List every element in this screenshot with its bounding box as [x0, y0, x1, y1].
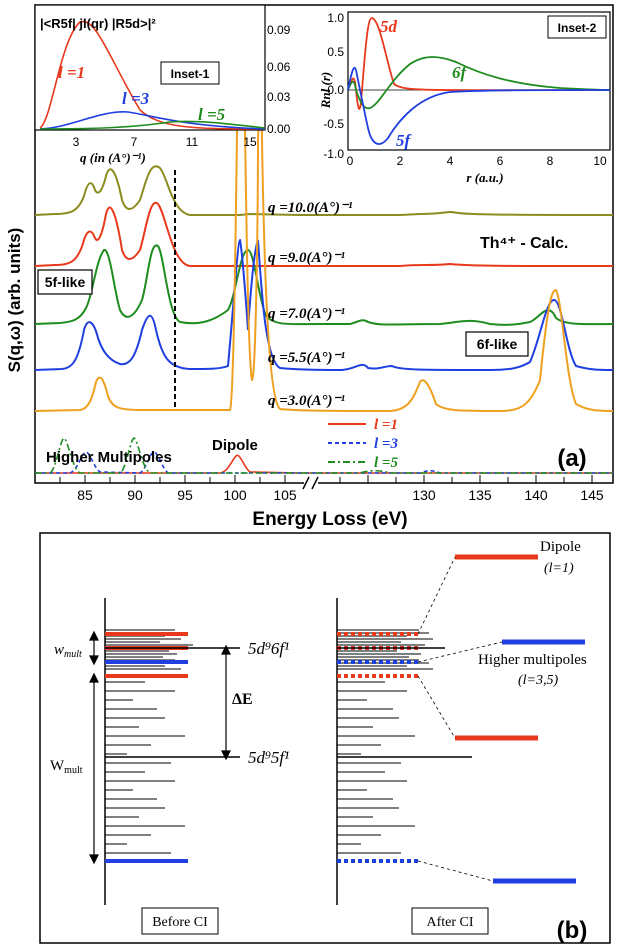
- legend-label: l =5: [374, 455, 398, 471]
- panel-a-frame: [34, 4, 614, 484]
- panel-b: wmult Wmult 5d⁹6f¹ 5d⁹5f¹ ΔE Dipole (l=1…: [39, 532, 611, 944]
- curve-q9: [34, 201, 614, 267]
- dipole-l-label: (l=1): [544, 561, 574, 576]
- inset2-x-tick: 10: [593, 154, 607, 168]
- curve-label-q10: q =10.0(A°)⁻¹: [268, 200, 352, 216]
- multipole-components: [35, 437, 613, 474]
- inset1-label-l3: l =3: [122, 89, 150, 108]
- curve-q10: [34, 165, 614, 216]
- curve-label-q9: q =9.0(A°)⁻¹: [268, 250, 345, 266]
- inset1-x-label: q (in (A°)⁻¹): [80, 150, 146, 165]
- curve-label-q7: q =7.0(A°)⁻¹: [268, 306, 345, 322]
- higher-l-label: (l=3,5): [518, 673, 558, 688]
- x-tick-label: 130: [412, 487, 436, 503]
- curve-label-q3: q =3.0(A°)⁻¹: [268, 393, 345, 409]
- inset-1: |<R5f| jl(qr) |R5d>|² Inset-1 l =1 l =3 …: [34, 4, 291, 165]
- inset1-x-tick: 3: [73, 135, 80, 149]
- panel-b-frame: [39, 532, 611, 944]
- after-ci-levels: [337, 629, 433, 854]
- inset2-y-label: Rnl (r): [318, 72, 333, 109]
- inset2-y-tick: 0.0: [327, 83, 344, 97]
- higher-multipoles-label: Higher Multipoles: [46, 449, 172, 466]
- inset2-x-tick: 0: [347, 154, 354, 168]
- legend-label: l =3: [374, 436, 398, 452]
- legend: l =1 l =3 l =5: [328, 417, 398, 471]
- inset1-curve-l1: [39, 20, 266, 130]
- panel-a-label: (a): [557, 445, 586, 472]
- inset1-x-tick: 7: [131, 135, 138, 149]
- config-6f-label: 5d⁹6f¹: [248, 639, 289, 658]
- x-tick-label: 100: [223, 487, 247, 503]
- x-axis-label: Energy Loss (eV): [252, 509, 407, 530]
- inset2-tag: Inset-2: [558, 21, 597, 35]
- inset1-curve-l3: [39, 111, 266, 130]
- inset1-y-tick: 0.09: [267, 23, 291, 37]
- inset2-y-tick: -1.0: [323, 147, 344, 161]
- inset2-curve-6f: [347, 56, 611, 110]
- y-axis-label: S(q,ω) (arb. units): [5, 228, 24, 373]
- x-tick-label: 145: [580, 487, 604, 503]
- inset1-tag: Inset-1: [171, 67, 210, 81]
- x-tick-label: 90: [127, 487, 143, 503]
- panel-b-label: (b): [557, 917, 588, 944]
- inset1-y-tick: 0.06: [267, 60, 291, 74]
- dipole-component: [35, 454, 613, 474]
- spectra: [34, 29, 614, 413]
- box-6f-like: 6f-like: [465, 331, 529, 357]
- inset2-x-tick: 6: [497, 154, 504, 168]
- inset2-y-tick: 1.0: [327, 11, 344, 25]
- l5-component: [35, 437, 613, 474]
- calc-label: Th⁴⁺ - Calc.: [480, 235, 568, 252]
- x-tick-label: 85: [77, 487, 93, 503]
- inset1-y-tick: 0.03: [267, 90, 291, 104]
- inset2-x-label: r (a.u.): [466, 170, 503, 185]
- inset2-label-5d: 5d: [380, 17, 398, 36]
- inset1-formula: |<R5f| jl(qr) |R5d>|²: [40, 16, 156, 31]
- x-tick-label: 140: [524, 487, 548, 503]
- W-mult-label: Wmult: [50, 758, 83, 776]
- l3-component: [35, 451, 613, 474]
- dipole-level-label: Dipole: [540, 539, 581, 555]
- after-ci-box: After CI: [411, 907, 489, 935]
- panel-a: S(q,ω) (arb. units): [5, 4, 614, 530]
- delta-e-label: ΔE: [232, 691, 253, 708]
- inset2-y-tick: -0.5: [323, 117, 344, 131]
- inset1-label-l1: l =1: [58, 63, 85, 82]
- legend-label: l =1: [374, 417, 398, 433]
- dipole-label: Dipole: [212, 437, 258, 454]
- inset2-x-tick: 4: [447, 154, 454, 168]
- curve-q5_5: [34, 238, 614, 372]
- inset1-x-tick: 15: [243, 135, 257, 149]
- svg-text:6f-like: 6f-like: [477, 336, 518, 352]
- x-ticks: [59, 475, 593, 483]
- inset-2: Inset-2 5d 6f 5f 1.0 0.5 0.0 -0.5 -1.0 0…: [318, 11, 611, 185]
- w-mult-label: wmult: [54, 642, 82, 660]
- x-tick-label: 105: [273, 487, 297, 503]
- inset1-curve-l5: [39, 120, 266, 130]
- inset2-label-6f: 6f: [452, 63, 469, 82]
- x-tick-label: 95: [177, 487, 193, 503]
- before-ci-box: Before CI: [141, 907, 219, 935]
- before-ci-levels: [105, 629, 193, 854]
- x-tick-label: 135: [468, 487, 492, 503]
- inset1-x-tick: 11: [186, 135, 199, 149]
- inset1-y-tick: 0.00: [267, 122, 291, 136]
- svg-text:5f-like: 5f-like: [45, 274, 86, 290]
- axis-break-icon: [302, 476, 319, 490]
- inset2-y-tick: 0.5: [327, 45, 344, 59]
- box-5f-like: 5f-like: [37, 269, 93, 295]
- inset1-label-l5: l =5: [198, 105, 226, 124]
- curve-label-q5_5: q =5.5(A°)⁻¹: [268, 350, 345, 366]
- svg-text:Before CI: Before CI: [152, 915, 208, 930]
- higher-multipoles-level-label: Higher multipoles: [478, 652, 587, 668]
- inset2-curve-5f: [347, 66, 611, 145]
- inset2-x-tick: 8: [547, 154, 554, 168]
- svg-text:After CI: After CI: [426, 915, 473, 930]
- inset2-x-tick: 2: [397, 154, 404, 168]
- inset2-label-5f: 5f: [396, 131, 413, 150]
- config-5f-label: 5d⁹5f¹: [248, 748, 289, 767]
